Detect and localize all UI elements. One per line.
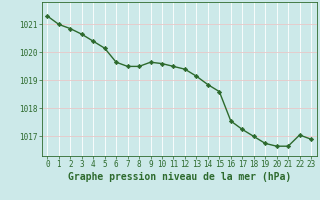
- X-axis label: Graphe pression niveau de la mer (hPa): Graphe pression niveau de la mer (hPa): [68, 172, 291, 182]
